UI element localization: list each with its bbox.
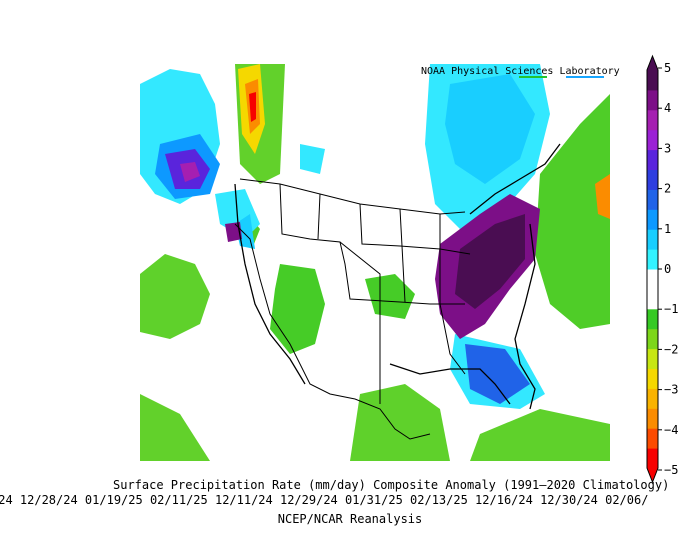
colorbar-tick-label: 4 (664, 101, 671, 115)
colorbar-segment (647, 388, 658, 409)
colorbar-segment (647, 169, 658, 190)
data-source: NCEP/NCAR Reanalysis (277, 512, 423, 526)
colorbar-segment (647, 89, 658, 111)
composite-dates: /24 12/28/24 01/19/25 02/11/25 12/11/24 … (0, 493, 649, 507)
colorbar: 5 4 3 2 1 0 −1 −2 −3 −4 −5 (646, 54, 678, 484)
us-state-boundaries (234, 178, 471, 440)
colorbar-segment (647, 408, 658, 429)
colorbar-tick-label: 1 (664, 222, 671, 236)
colorbar-segment (647, 249, 658, 270)
colorbar-bottom-arrow (647, 468, 658, 482)
colorbar-tick-label: −4 (664, 423, 678, 437)
colorbar-segment (647, 328, 658, 350)
colorbar-tick-label: −3 (664, 383, 678, 397)
colorbar-tick-label: 3 (664, 141, 671, 155)
colorbar-tick-label: 0 (664, 262, 671, 276)
precip-anomaly-shading (140, 64, 610, 461)
colorbar-segment (647, 70, 658, 91)
colorbar-segment (647, 348, 658, 369)
colorbar-segment (647, 368, 658, 389)
colorbar-segment (647, 129, 658, 151)
map-title: Surface Precipitation Rate (mm/day) Comp… (113, 478, 670, 492)
coastlines (234, 143, 561, 410)
credit-underline-blue (566, 76, 604, 78)
colorbar-segment (647, 189, 658, 210)
colorbar-tick-label: 2 (664, 182, 671, 196)
colorbar-segment (647, 229, 658, 250)
colorbar-tick-label: 5 (664, 61, 671, 75)
anomaly-map (140, 64, 610, 461)
colorbar-segment (647, 428, 658, 449)
colorbar-segment (647, 109, 658, 131)
colorbar-tick-label: −1 (664, 302, 678, 316)
credit-underline-green (519, 76, 547, 78)
colorbar-segment (647, 288, 658, 310)
colorbar-segment (647, 308, 658, 330)
colorbar-tick-label: −2 (664, 342, 678, 356)
colorbar-segment (647, 269, 658, 290)
colorbar-segment (647, 209, 658, 230)
colorbar-outline (646, 54, 659, 484)
colorbar-tick-label: −5 (664, 463, 678, 477)
colorbar-segment (647, 149, 658, 170)
colorbar-top-arrow (647, 56, 658, 70)
credit-label: NOAA Physical Sciences Laboratory (421, 66, 620, 77)
colorbar-segment (647, 448, 658, 469)
